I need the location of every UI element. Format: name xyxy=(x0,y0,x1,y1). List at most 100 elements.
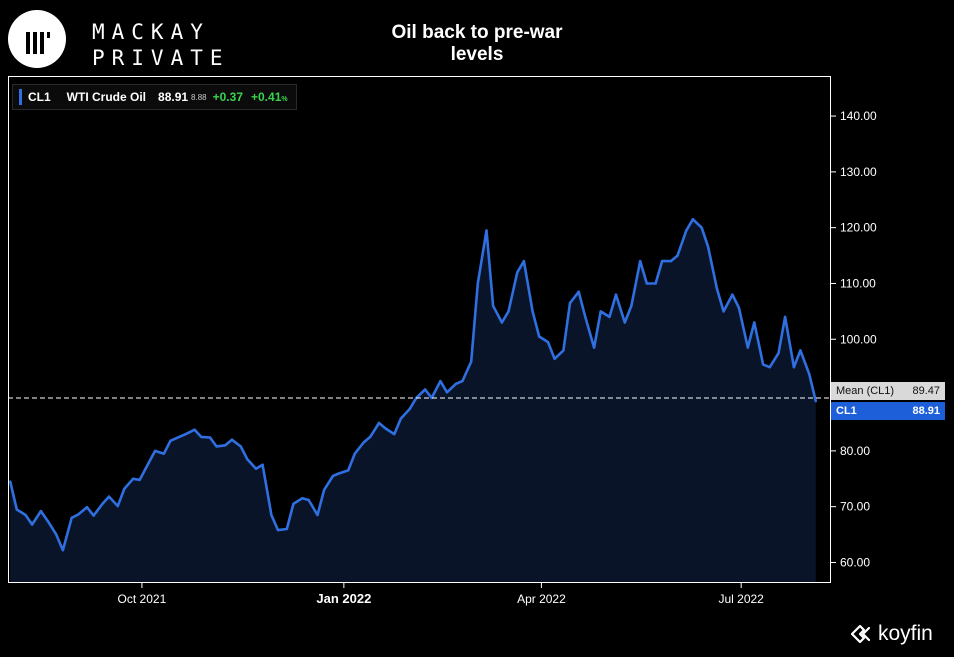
data-point xyxy=(531,310,534,313)
x-tick-label: Jan 2022 xyxy=(316,591,371,606)
y-tick-label: 130.00 xyxy=(840,165,877,179)
y-tick-label: 110.00 xyxy=(840,276,876,290)
data-point xyxy=(254,467,258,470)
data-point xyxy=(669,259,673,263)
last-value-tag: CL1 88.91 xyxy=(831,402,945,420)
data-point xyxy=(276,528,280,532)
series-color-swatch xyxy=(19,89,22,105)
koyfin-wordmark: koyfin xyxy=(878,622,933,645)
data-point xyxy=(731,293,734,296)
data-point xyxy=(30,523,34,526)
brand-name-line2: PRIVATE xyxy=(92,46,230,70)
data-point xyxy=(193,428,196,431)
data-point xyxy=(722,310,725,313)
x-tick-label: Oct 2021 xyxy=(118,592,167,606)
last-tag-value: 88.91 xyxy=(912,405,940,417)
data-point xyxy=(461,379,464,383)
data-point xyxy=(230,438,234,441)
series-area-fill xyxy=(10,219,816,583)
data-point xyxy=(55,533,58,536)
legend-name: WTI Crude Oil xyxy=(66,90,147,104)
y-tick-label: 70.00 xyxy=(840,500,870,514)
data-point xyxy=(753,321,756,324)
data-point xyxy=(61,549,65,552)
data-point xyxy=(808,372,811,376)
series-legend[interactable]: CL1 WTI Crude Oil 88.91 8.88 +0.37 +0.41… xyxy=(12,84,297,110)
legend-change: +0.37 xyxy=(212,90,243,104)
data-point xyxy=(138,478,141,482)
x-tick-label: Apr 2022 xyxy=(517,592,566,606)
data-point xyxy=(377,421,381,425)
y-axis: 60.0070.0080.0090.00100.00110.00120.0013… xyxy=(830,109,877,569)
mackay-bars-logo-icon xyxy=(8,10,66,68)
data-point xyxy=(300,497,304,500)
data-point xyxy=(9,480,12,483)
data-point xyxy=(85,506,89,509)
data-point xyxy=(783,315,787,319)
data-point xyxy=(577,290,580,293)
data-point xyxy=(46,519,49,522)
data-point xyxy=(123,487,126,490)
data-point xyxy=(147,461,150,465)
data-point xyxy=(208,436,212,439)
data-point xyxy=(39,509,43,513)
data-point xyxy=(423,388,427,391)
data-point xyxy=(584,315,587,319)
data-point xyxy=(746,346,749,349)
data-point xyxy=(814,400,817,403)
legend-price: 88.91 xyxy=(158,90,189,104)
data-point xyxy=(476,282,479,285)
plot-area xyxy=(8,218,830,583)
data-point xyxy=(347,469,350,472)
brand-name-line1: MACKAY xyxy=(92,20,210,44)
data-point xyxy=(553,357,556,360)
data-point xyxy=(516,271,519,274)
data-point xyxy=(15,508,18,511)
data-point xyxy=(454,382,457,386)
brand-logo: MACKAY PRIVATE xyxy=(8,6,223,72)
data-point xyxy=(92,514,95,517)
data-point xyxy=(270,513,273,517)
legend-price-small: 8.88 xyxy=(191,92,207,102)
data-point xyxy=(353,452,356,455)
data-point xyxy=(239,445,242,448)
data-point xyxy=(215,445,218,448)
data-point xyxy=(107,495,111,498)
data-point xyxy=(369,435,372,439)
data-point xyxy=(599,310,602,313)
data-point xyxy=(470,360,473,363)
data-point xyxy=(445,391,449,394)
data-point xyxy=(608,315,611,319)
y-tick-label: 60.00 xyxy=(840,555,870,569)
data-point xyxy=(162,452,166,455)
x-axis: Oct 2021 Jan 2022 Apr 2022 Jul 2022 xyxy=(118,582,764,606)
data-point xyxy=(737,306,741,310)
data-point xyxy=(485,229,488,232)
price-chart[interactable]: 60.0070.0080.0090.00100.00110.00120.0013… xyxy=(8,76,954,616)
data-point xyxy=(408,407,411,411)
x-tick-label: Jul 2022 xyxy=(718,592,764,606)
y-tick-label: 80.00 xyxy=(840,444,870,458)
y-tick-label: 140.00 xyxy=(840,109,877,123)
data-point xyxy=(362,441,365,444)
data-point xyxy=(654,282,657,285)
data-point xyxy=(777,352,780,355)
data-point xyxy=(799,349,802,352)
data-point xyxy=(393,432,396,436)
data-point xyxy=(639,259,642,263)
series-line xyxy=(8,218,818,552)
data-point xyxy=(184,432,187,436)
data-point xyxy=(169,439,172,442)
data-point xyxy=(538,335,541,338)
data-point xyxy=(131,477,135,480)
plot-border xyxy=(8,76,831,583)
data-point xyxy=(546,340,550,344)
data-point xyxy=(691,218,695,221)
data-point xyxy=(792,366,796,369)
legend-change-pct: +0.41% xyxy=(251,90,288,104)
data-point xyxy=(715,287,719,291)
chart-title-line1: Oil back to pre-war xyxy=(391,22,563,43)
data-point xyxy=(178,435,181,439)
data-point xyxy=(285,527,288,531)
koyfin-brand: koyfin xyxy=(850,622,933,646)
